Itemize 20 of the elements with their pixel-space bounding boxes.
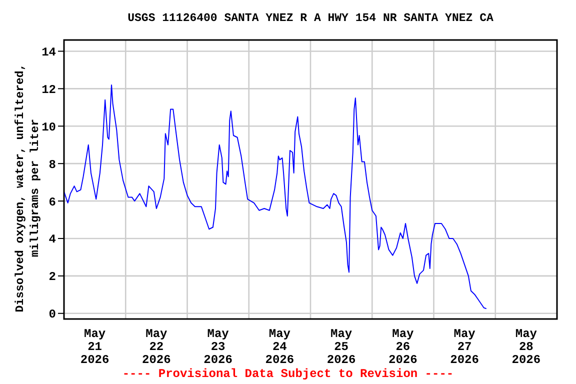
x-tick-label: May 21 2026 xyxy=(80,327,110,367)
y-tick-label: 12 xyxy=(42,82,56,97)
y-tick-label: 2 xyxy=(48,270,56,284)
y-tick-label: 10 xyxy=(42,120,56,134)
x-tick-label: May 24 2026 xyxy=(265,327,294,367)
x-tick-label: May 22 2026 xyxy=(142,327,171,367)
y-tick-label: 4 xyxy=(48,232,56,247)
x-tick-label: May 28 2026 xyxy=(512,327,541,367)
x-tick-label: May 26 2026 xyxy=(388,327,418,367)
text: ---- Provisional Data Subject to Revision ---- xyxy=(121,367,455,381)
chart-title: USGS 11126400 SANTA YNEZ R A HWY 154 NR SANTA YNEZ CA xyxy=(126,12,494,25)
y-axis-title: Dissolved oxygen, water, unfiltered, milligrams per liter xyxy=(13,63,42,312)
x-tick-label: May 25 2026 xyxy=(326,327,356,367)
y-tick-label: 6 xyxy=(48,195,56,210)
x-tick-label: May 23 2026 xyxy=(204,327,232,367)
y-tick-label: 8 xyxy=(48,158,56,172)
y-tick-label: 14 xyxy=(42,45,56,60)
y-tick-label: 0 xyxy=(48,308,56,322)
x-tick-label: May 27 2026 xyxy=(450,327,479,367)
line-series xyxy=(64,84,487,310)
